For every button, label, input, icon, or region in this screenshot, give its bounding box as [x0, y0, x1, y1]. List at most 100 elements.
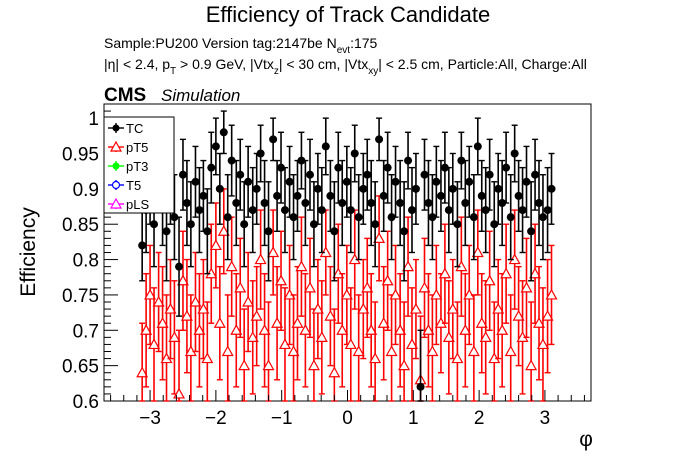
- data-point: [483, 274, 496, 286]
- data-point: [201, 352, 214, 364]
- cuts-c-sub: xy: [368, 66, 378, 77]
- data-point: [391, 177, 400, 186]
- data-point: [424, 199, 433, 207]
- data-point: [258, 324, 271, 335]
- data-point: [485, 170, 494, 179]
- data-point: [527, 227, 536, 236]
- data-point: [354, 213, 363, 222]
- data-point: [373, 232, 386, 243]
- data-point: [295, 260, 308, 272]
- y-tick-label: 0.75: [62, 286, 99, 307]
- y-tick-label: 0.85: [62, 215, 99, 236]
- data-point: [307, 359, 320, 371]
- data-point: [168, 331, 181, 342]
- data-point: [371, 220, 380, 229]
- data-point: [232, 199, 241, 207]
- data-point: [457, 156, 466, 165]
- cuts-a: |η| < 2.4, p: [104, 56, 170, 72]
- data-point: [430, 288, 443, 300]
- data-point: [285, 177, 294, 186]
- data-point: [504, 345, 517, 357]
- data-point: [538, 213, 547, 222]
- data-point: [473, 142, 482, 151]
- data-point: [317, 206, 326, 215]
- data-point: [496, 324, 509, 335]
- data-point: [363, 170, 372, 179]
- data-point: [541, 309, 554, 321]
- data-point: [293, 191, 302, 200]
- data-point: [375, 135, 384, 144]
- legend-marker: [112, 124, 120, 132]
- data-point: [440, 163, 449, 172]
- legend-label: pT3: [126, 159, 148, 174]
- data-point: [221, 345, 234, 357]
- y-tick-label: 0.95: [62, 145, 99, 166]
- x-tick-label: −2: [205, 408, 227, 429]
- data-point: [209, 239, 222, 251]
- data-point: [498, 199, 507, 207]
- sample-text: Sample:PU200 Version tag:2147be N: [104, 35, 337, 51]
- data-point: [156, 316, 169, 328]
- data-point: [379, 191, 388, 200]
- x-axis-label: φ: [579, 428, 593, 451]
- data-point: [256, 149, 265, 158]
- data-point: [254, 253, 267, 265]
- data-point: [236, 170, 245, 179]
- data-point: [453, 220, 462, 229]
- data-point: [147, 338, 161, 350]
- y-tick-label: 0.65: [62, 357, 99, 378]
- x-tick-label: −1: [271, 408, 293, 429]
- data-point: [535, 199, 544, 207]
- data-point: [444, 206, 453, 215]
- data-point: [428, 213, 437, 222]
- data-point: [242, 295, 255, 307]
- data-point: [273, 191, 282, 200]
- data-point: [529, 267, 542, 279]
- data-point: [191, 177, 200, 186]
- data-point: [398, 359, 411, 371]
- y-axis-label: Efficiency: [17, 207, 40, 297]
- data-point: [244, 177, 253, 186]
- data-point: [330, 227, 339, 236]
- data-point: [215, 184, 224, 193]
- data-point: [225, 260, 238, 272]
- sample-line: Sample:PU200 Version tag:2147be Nevt:175: [104, 35, 378, 56]
- data-point: [492, 302, 505, 314]
- legend-label: T5: [126, 178, 141, 193]
- data-point: [394, 324, 407, 335]
- data-point: [436, 191, 445, 200]
- data-point: [475, 316, 488, 328]
- data-point: [305, 170, 314, 179]
- data-point: [275, 274, 288, 286]
- data-point: [506, 213, 515, 222]
- data-point: [346, 206, 355, 215]
- data-point: [303, 281, 317, 293]
- data-point: [518, 206, 527, 215]
- series-pT5: [136, 188, 558, 402]
- data-point: [448, 184, 457, 193]
- simulation-label: Simulation: [161, 86, 240, 105]
- data-point: [387, 213, 396, 222]
- data-point: [418, 281, 431, 293]
- data-point: [531, 170, 540, 179]
- y-tick-label: 0.8: [73, 251, 99, 272]
- data-point: [512, 309, 525, 321]
- legend: TC pT5 pT3 T5 pLS: [103, 116, 175, 214]
- data-point: [250, 309, 263, 321]
- data-point: [219, 128, 228, 137]
- data-point: [238, 359, 251, 371]
- data-point: [203, 227, 212, 236]
- data-point: [207, 163, 216, 172]
- data-point: [389, 288, 402, 300]
- y-tick-label: 0.9: [73, 180, 99, 201]
- cuts-b: > 0.9 GeV, |Vtx: [176, 56, 274, 72]
- data-point: [291, 316, 304, 328]
- data-point: [459, 324, 472, 335]
- data-point: [280, 206, 289, 215]
- data-point: [525, 359, 538, 371]
- legend-label: pT5: [126, 140, 148, 155]
- series-TC: [138, 110, 556, 402]
- data-point: [477, 191, 486, 200]
- x-tick-label: 2: [474, 408, 485, 429]
- data-point: [277, 163, 286, 172]
